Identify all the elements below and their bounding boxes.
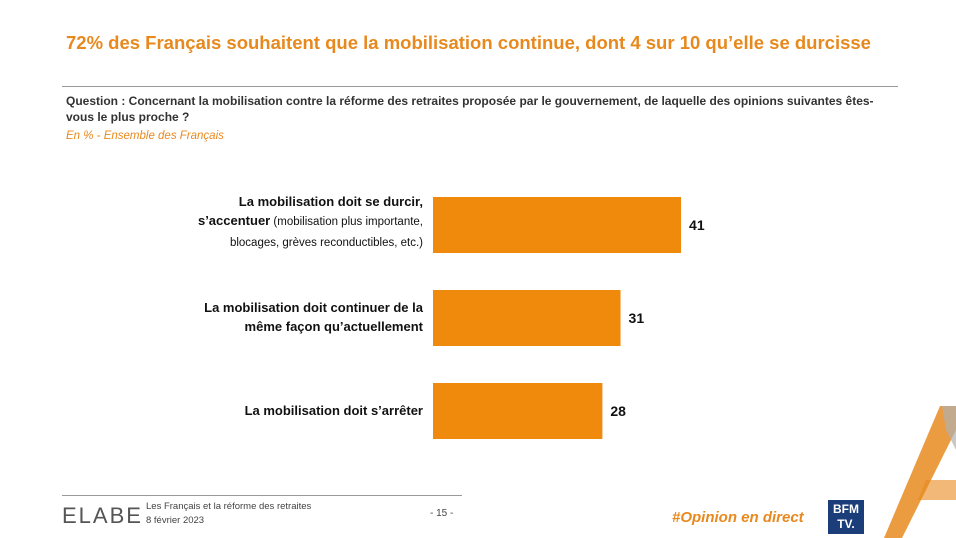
category-1-line1: La mobilisation doit se durcir, <box>238 194 423 209</box>
chart-subtitle: En % - Ensemble des Français <box>66 130 224 142</box>
bar-2-value-label: 31 <box>629 310 645 326</box>
chart-title: 72% des Français souhaitent que la mobil… <box>66 32 871 53</box>
bar-2 <box>433 290 621 346</box>
footer-divider <box>62 495 462 496</box>
survey-question: Question : Concernant la mobilisation co… <box>66 94 874 124</box>
bfm-logo-line2: TV. <box>837 517 855 531</box>
footer-report-title: Les Français et la réforme des retraites <box>146 501 312 512</box>
category-label-1: La mobilisation doit se durcir, s’accent… <box>123 192 423 253</box>
category-2-line2: même façon qu’actuellement <box>244 319 423 334</box>
bar-1 <box>433 197 682 253</box>
bfm-tv-logo: BFM TV. <box>828 500 864 534</box>
footer-report-info: Les Français et la réforme des retraites… <box>146 500 311 528</box>
category-2-line1: La mobilisation doit continuer de la <box>204 300 423 315</box>
bar-3 <box>433 383 603 439</box>
bfm-logo-line1: BFM <box>833 502 859 516</box>
footer-date: 8 février 2023 <box>146 515 205 526</box>
category-1-line2-bold: s’accentuer <box>197 213 271 228</box>
elabe-logo: ELABE <box>62 503 143 528</box>
category-3-line1: La mobilisation doit s’arrêter <box>244 403 423 418</box>
top-divider <box>62 86 898 87</box>
category-1-line2-rest: (mobilisation plus importante, <box>270 216 423 228</box>
bar-3-value-label: 28 <box>610 403 626 419</box>
category-label-2: La mobilisation doit continuer de la mêm… <box>123 298 423 336</box>
page-number: - 15 - <box>430 508 454 519</box>
bar-1-value-label: 41 <box>689 217 705 233</box>
opinion-hashtag: #Opinion en direct <box>672 509 804 526</box>
elabe-a-decoration <box>884 406 956 538</box>
category-label-3: La mobilisation doit s’arrêter <box>123 401 423 420</box>
category-1-line3: blocages, grèves reconductibles, etc.) <box>229 237 423 249</box>
